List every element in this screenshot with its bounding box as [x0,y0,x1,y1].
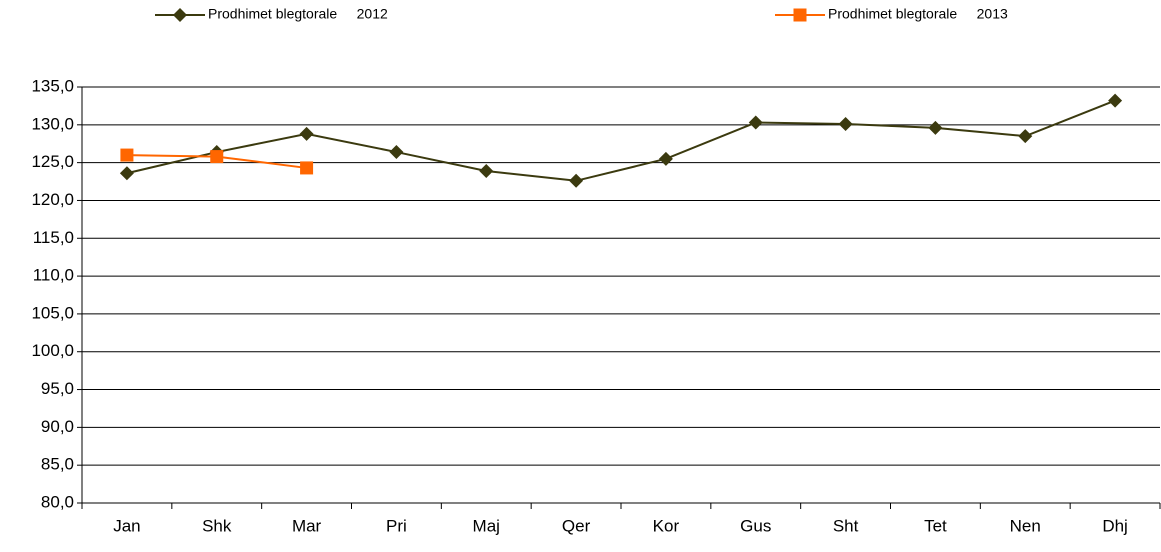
x-tick-label: Kor [653,516,680,535]
marker [1108,93,1123,108]
x-tick-label: Nen [1010,516,1041,535]
y-tick-label: 120,0 [31,190,74,209]
x-tick-label: Mar [292,516,322,535]
x-tick-label: Gus [740,516,771,535]
x-tick-label: Qer [562,516,591,535]
marker [928,120,943,135]
marker [300,161,314,175]
x-tick-label: Maj [473,516,500,535]
marker [569,173,584,188]
y-tick-label: 125,0 [31,152,74,171]
x-tick-label: Pri [386,516,407,535]
x-tick-label: Shk [202,516,232,535]
x-tick-label: Sht [833,516,859,535]
marker [120,148,134,162]
y-tick-label: 80,0 [41,492,74,511]
y-tick-label: 110,0 [33,266,74,285]
y-tick-label: 105,0 [31,303,74,322]
marker [210,150,224,164]
legend-label: Prodhimet blegtorale 2013 [828,6,1008,22]
x-tick-label: Tet [924,516,947,535]
marker [119,166,134,181]
y-tick-label: 115,0 [33,228,74,247]
legend-marker [793,8,807,22]
y-tick-label: 130,0 [31,114,74,133]
marker [658,151,673,166]
y-tick-label: 135,0 [31,76,74,95]
y-tick-label: 95,0 [41,379,74,398]
y-tick-label: 85,0 [41,455,74,474]
marker [299,126,314,141]
series-line [126,99,1116,182]
marker [1018,129,1033,144]
legend-label: Prodhimet blegtorale 2012 [208,6,388,22]
legend-marker [173,8,187,22]
marker [479,163,494,178]
marker [838,117,853,132]
marker [748,115,763,130]
y-tick-label: 90,0 [41,417,74,436]
marker [389,145,404,160]
x-tick-label: Dhj [1102,516,1128,535]
x-tick-label: Jan [113,516,140,535]
y-tick-label: 100,0 [31,341,74,360]
